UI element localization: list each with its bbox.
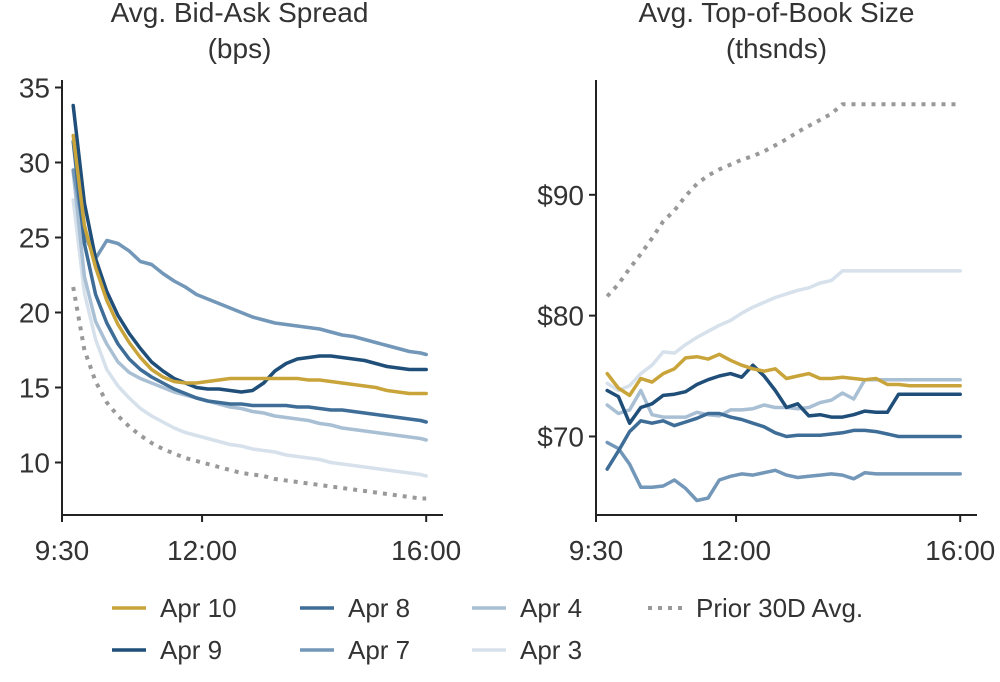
book-size-y-tick-label: $90 (537, 180, 584, 211)
book-size-y-tick-label: $80 (537, 301, 584, 332)
book-size-series-line-apr-10 (605, 352, 962, 398)
book-size-series-line-apr-3 (605, 269, 962, 393)
book-size-y-tick-label: $70 (537, 421, 584, 452)
spread-series-line-apr-4 (71, 169, 428, 442)
book-size-x-tick-label: 12:00 (701, 535, 771, 566)
book-size-series-line-apr-7 (605, 440, 962, 503)
spread-series-line-apr-8 (71, 139, 428, 424)
spread-x-tick-label: 12:00 (167, 535, 237, 566)
spread-chart-title-line2: (bps) (208, 33, 272, 64)
spread-chart-title-line1: Avg. Bid-Ask Spread (111, 0, 369, 28)
spread-series-line-apr-3 (71, 198, 428, 478)
book-size-series-line-apr-8 (605, 411, 962, 471)
legend-label: Apr 9 (160, 635, 222, 665)
spread-chart-panel: Avg. Bid-Ask Spread (bps) 10 15 20 25 30 35 9:30… (19, 0, 461, 566)
book-size-chart-title-line2: (thsnds) (726, 33, 827, 64)
spread-series-line-apr-10 (71, 133, 428, 396)
spread-y-tick-label: 10 (19, 448, 50, 479)
book-size-x-tick-label: 16:00 (925, 535, 995, 566)
spread-x-tick-label: 9:30 (35, 535, 90, 566)
spread-series-line-apr-7 (71, 168, 428, 357)
spread-y-tick-label: 30 (19, 148, 50, 179)
legend-label: Apr 4 (520, 593, 582, 623)
legend: Apr 10 Apr 9 Apr 8 Apr 7 Apr 4 Apr 3 Prior 30D… (112, 593, 863, 665)
book-size-chart-panel: Avg. Top-of-Book Size (thsnds) $70 $80 $90 9:… (537, 0, 995, 566)
spread-y-tick-label: 35 (19, 73, 50, 104)
legend-label: Apr 10 (160, 593, 237, 623)
spread-y-tick-label: 25 (19, 223, 50, 254)
book-size-series-line-prior-30d-avg (605, 102, 961, 298)
spread-y-tick-label: 15 (19, 373, 50, 404)
book-size-x-tick-label: 9:30 (569, 535, 624, 566)
legend-label: Apr 8 (348, 593, 410, 623)
legend-label: Prior 30D Avg. (696, 593, 863, 623)
spread-series-line-apr-9 (71, 103, 428, 394)
legend-label: Apr 7 (348, 635, 410, 665)
legend-label: Apr 3 (520, 635, 582, 665)
book-size-series-line-apr-9 (605, 363, 962, 425)
book-size-chart-title-line1: Avg. Top-of-Book Size (638, 0, 914, 28)
spread-x-tick-label: 16:00 (391, 535, 461, 566)
spread-y-tick-label: 20 (19, 298, 50, 329)
